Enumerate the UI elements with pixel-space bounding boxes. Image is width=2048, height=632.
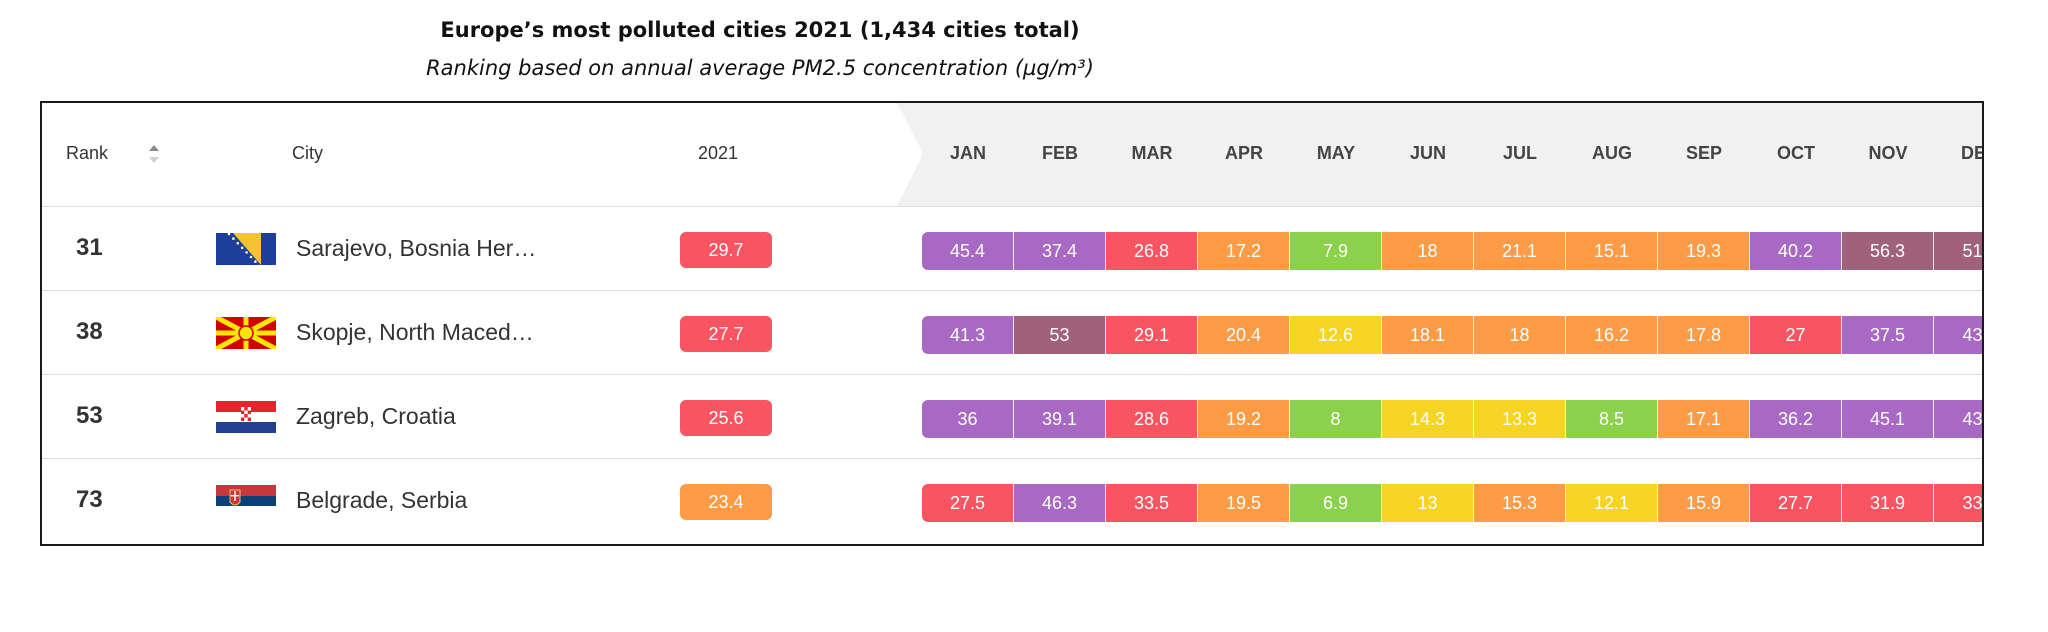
month-value-sep: 15.9: [1658, 484, 1750, 522]
month-value-jan: 27.5: [922, 484, 1014, 522]
month-header-apr: APR: [1224, 143, 1263, 163]
month-value-sep: 17.1: [1658, 400, 1750, 438]
month-header-sep: SEP: [1685, 143, 1723, 163]
table-row[interactable]: 31 Sarajevo, Bosnia Her… 29.7 45.4 37.4 26.8 1…: [42, 206, 1982, 291]
month-value-jul: 15.3: [1474, 484, 1566, 522]
month-value-dec: 43.2: [1934, 316, 1982, 354]
month-value-apr: 19.2: [1198, 400, 1290, 438]
month-header-jul: JUL: [1502, 143, 1537, 163]
month-value-jun: 18: [1382, 232, 1474, 270]
city-name[interactable]: Zagreb, Croatia: [296, 403, 456, 429]
month-value-mar: 33.5: [1106, 484, 1198, 522]
month-header-nov: NOV: [1868, 143, 1908, 163]
city-name[interactable]: Belgrade, Serbia: [296, 487, 468, 513]
month-value-apr: 19.5: [1198, 484, 1290, 522]
month-value-jun: 18.1: [1382, 316, 1474, 354]
rank-value: 73: [76, 486, 103, 513]
month-value-nov: 37.5: [1842, 316, 1934, 354]
month-value-sep: 19.3: [1658, 232, 1750, 270]
month-value-dec: 43.2: [1934, 400, 1982, 438]
month-value-may: 12.6: [1290, 316, 1382, 354]
month-value-dec: 51.8: [1934, 232, 1982, 270]
month-value-mar: 26.8: [1106, 232, 1198, 270]
month-header-dec: DEC: [1960, 143, 1982, 163]
chart-subtitle: Ranking based on annual average PM2.5 co…: [426, 56, 1094, 80]
annual-value-badge: 29.7: [680, 232, 772, 268]
month-header-jun: JUN: [1409, 143, 1446, 163]
month-header-jan: JAN: [949, 143, 986, 163]
month-value-jun: 13: [1382, 484, 1474, 522]
city-name[interactable]: Sarajevo, Bosnia Her…: [296, 235, 537, 261]
table-header: Rank City 2021 JAN FEB MAR APR MAY JUN JUL AUG S…: [42, 103, 1982, 206]
chart-title: Europe’s most polluted cities 2021 (1,43…: [440, 18, 1080, 42]
month-header-aug: AUG: [1592, 143, 1632, 163]
serbia-flag-icon: [216, 485, 276, 517]
month-value-apr: 20.4: [1198, 316, 1290, 354]
month-value-aug: 8.5: [1566, 400, 1658, 438]
month-value-feb: 39.1: [1014, 400, 1106, 438]
month-value-sep: 17.8: [1658, 316, 1750, 354]
month-value-aug: 12.1: [1566, 484, 1658, 522]
year-column-header: 2021: [698, 143, 739, 163]
month-header-oct: OCT: [1777, 143, 1815, 163]
month-value-aug: 16.2: [1566, 316, 1658, 354]
annual-value-badge: 23.4: [680, 484, 772, 520]
month-value-oct: 36.2: [1750, 400, 1842, 438]
month-value-may: 8: [1290, 400, 1382, 438]
monthly-values-strip: 36 39.1 28.6 19.2 8 14.3 13.3 8.5 17.1 36.2 45.1 43…: [922, 400, 1982, 438]
monthly-values-strip: 45.4 37.4 26.8 17.2 7.9 18 21.1 15.1 19.3 40.2 56.…: [922, 232, 1982, 270]
month-value-jun: 14.3: [1382, 400, 1474, 438]
month-value-mar: 29.1: [1106, 316, 1198, 354]
sort-icon[interactable]: [146, 141, 162, 167]
month-value-aug: 15.1: [1566, 232, 1658, 270]
month-value-mar: 28.6: [1106, 400, 1198, 438]
annual-value-badge: 27.7: [680, 316, 772, 352]
rank-value: 38: [76, 318, 103, 345]
month-value-oct: 40.2: [1750, 232, 1842, 270]
month-value-nov: 31.9: [1842, 484, 1934, 522]
month-value-jan: 45.4: [922, 232, 1014, 270]
month-value-jul: 13.3: [1474, 400, 1566, 438]
croatia-flag-icon: [216, 401, 276, 433]
month-value-feb: 37.4: [1014, 232, 1106, 270]
month-value-dec: 33.1: [1934, 484, 1982, 522]
month-value-apr: 17.2: [1198, 232, 1290, 270]
city-name[interactable]: Skopje, North Maced…: [296, 319, 534, 345]
month-value-oct: 27: [1750, 316, 1842, 354]
table-row[interactable]: 73 Belgrade, Serbia 23.4 27.5 46.3 33.5 19.5 6.…: [42, 458, 1982, 543]
month-value-nov: 45.1: [1842, 400, 1934, 438]
month-value-jul: 21.1: [1474, 232, 1566, 270]
month-header-may: MAY: [1316, 143, 1356, 163]
month-value-jan: 36: [922, 400, 1014, 438]
month-value-nov: 56.3: [1842, 232, 1934, 270]
table-row[interactable]: 53 Zagreb, Croatia 25.6 36 39.1 28.6 19.2 8 14.3…: [42, 374, 1982, 459]
table-row[interactable]: 38 Skopje, North Maced… 27.7 41.3 53 29.1 20.4…: [42, 290, 1982, 375]
month-value-feb: 53: [1014, 316, 1106, 354]
city-column-header: City: [292, 143, 323, 163]
north-macedonia-flag-icon: [216, 317, 276, 349]
monthly-values-strip: 41.3 53 29.1 20.4 12.6 18.1 18 16.2 17.8 27 37.5 43…: [922, 316, 1982, 354]
rank-value: 31: [76, 234, 103, 261]
rank-value: 53: [76, 402, 103, 429]
ranking-table: Rank City 2021 JAN FEB MAR APR MAY JUN JUL AUG S…: [40, 101, 1984, 546]
month-value-jul: 18: [1474, 316, 1566, 354]
annual-value-badge: 25.6: [680, 400, 772, 436]
month-header-mar: MAR: [1131, 143, 1173, 163]
monthly-values-strip: 27.5 46.3 33.5 19.5 6.9 13 15.3 12.1 15.9 27.7 31.…: [922, 484, 1982, 522]
month-value-jan: 41.3: [922, 316, 1014, 354]
month-value-may: 7.9: [1290, 232, 1382, 270]
month-value-feb: 46.3: [1014, 484, 1106, 522]
rank-column-header[interactable]: Rank: [66, 143, 109, 163]
bosnia-herzegovina-flag-icon: [216, 233, 276, 265]
month-value-oct: 27.7: [1750, 484, 1842, 522]
month-value-may: 6.9: [1290, 484, 1382, 522]
month-header-feb: FEB: [1042, 143, 1078, 163]
